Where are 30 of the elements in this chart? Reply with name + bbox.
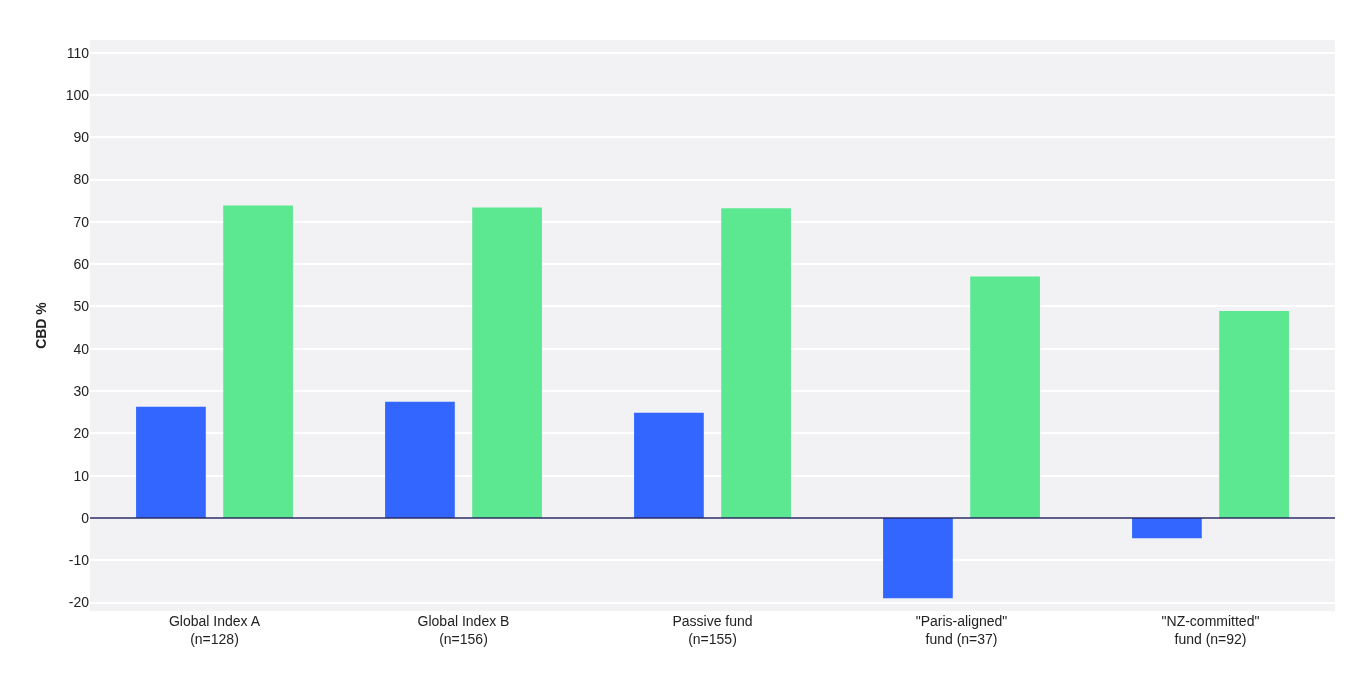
- y-tick-label: 80: [73, 171, 90, 188]
- bar: [970, 276, 1040, 518]
- y-tick-label: 30: [73, 382, 90, 399]
- x-tick-label: Global Index B (n=156): [417, 613, 510, 648]
- bar: [385, 401, 455, 518]
- bar: [721, 208, 791, 518]
- y-tick-label: 40: [73, 340, 90, 357]
- x-tick-label: "Paris-aligned" fund (n=37): [915, 613, 1008, 648]
- bar: [223, 205, 293, 518]
- y-tick-label: -10: [68, 552, 90, 569]
- y-axis-title: CBD %: [33, 301, 50, 349]
- y-tick-label: 100: [65, 86, 90, 103]
- y-tick-label: 20: [73, 425, 90, 442]
- y-tick-label: 50: [73, 298, 90, 315]
- bar: [634, 412, 704, 518]
- y-tick-label: -20: [68, 594, 90, 611]
- y-tick-label: 110: [66, 44, 90, 61]
- y-tick-label: 0: [81, 509, 90, 526]
- bar: [136, 406, 206, 518]
- bar: [1219, 311, 1289, 518]
- y-tick-label: 70: [73, 213, 90, 230]
- y-tick-label: 10: [73, 467, 90, 484]
- x-tick-label: "NZ-committed" fund (n=92): [1161, 613, 1260, 648]
- bar: [1132, 517, 1202, 539]
- y-tick-label: 60: [73, 256, 90, 273]
- x-tick-label: Global Index A (n=128): [168, 613, 261, 648]
- x-tick-label: Passive fund (n=155): [672, 613, 753, 648]
- y-tick-label: 90: [73, 129, 90, 146]
- bar: [883, 517, 953, 599]
- bar: [472, 207, 542, 518]
